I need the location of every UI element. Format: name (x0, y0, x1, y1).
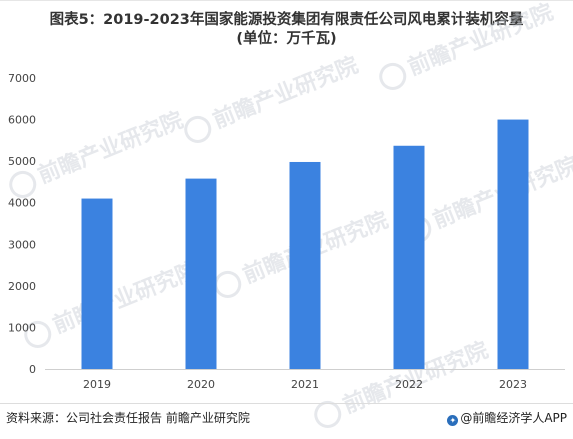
watermark-logo-icon (184, 115, 212, 143)
watermark-text: 前瞻产业研究院 (209, 52, 362, 134)
x-tick-label: 2023 (499, 378, 527, 391)
y-axis: 0 1000 2000 3000 4000 5000 6000 7000 (8, 72, 36, 376)
top-divider (0, 0, 573, 1)
bar-2022 (393, 145, 425, 369)
brand-credit: ✦ @前瞻经济学人APP (447, 409, 567, 426)
y-tick-label: 3000 (8, 238, 36, 251)
brand-logo-icon: ✦ (447, 415, 459, 426)
x-tick-label: 2021 (291, 378, 319, 391)
watermark-logo-icon (24, 320, 52, 348)
watermark-text: 前瞻产业研究院 (34, 107, 187, 189)
bar-series (81, 119, 529, 369)
watermark-text: 前瞻产业研究院 (404, 0, 557, 81)
watermark-logo-icon (9, 170, 37, 198)
x-tick-label: 2019 (83, 378, 111, 391)
x-axis: 2019 2020 2021 2022 2023 (83, 378, 527, 391)
brand-credit-text: @前瞻经济学人APP (460, 411, 567, 425)
y-tick-label: 0 (29, 363, 36, 376)
footer-divider (0, 403, 573, 404)
watermark-mark: 前瞻产业研究院 (404, 152, 573, 243)
chart-title: 图表5：2019-2023年国家能源投资集团有限责任公司风电累计装机容量 (49, 12, 524, 28)
x-tick-label: 2022 (395, 378, 423, 391)
watermark-mark: 前瞻产业研究院 (184, 52, 362, 143)
y-tick-label: 7000 (8, 72, 36, 85)
watermark-mark: 前瞻产业研究院 (379, 0, 557, 90)
chart-subtitle-unit: (单位：万千瓦) (236, 31, 337, 47)
y-tick-label: 1000 (8, 321, 36, 334)
y-tick-label: 4000 (8, 197, 36, 210)
y-tick-label: 6000 (8, 114, 36, 127)
watermark-text: 前瞻产业研究院 (49, 257, 202, 339)
watermark-logo-icon (379, 62, 407, 90)
x-tick-label: 2020 (187, 378, 215, 391)
bar-2021 (289, 161, 321, 369)
y-tick-label: 5000 (8, 155, 36, 168)
source-note: 资料来源：公司社会责任报告 前瞻产业研究院 (6, 411, 250, 425)
y-tick-label: 2000 (8, 280, 36, 293)
watermark-logo-icon (214, 270, 242, 298)
bar-2023 (497, 119, 529, 369)
bar-2020 (185, 178, 217, 369)
bar-2019 (81, 198, 113, 369)
